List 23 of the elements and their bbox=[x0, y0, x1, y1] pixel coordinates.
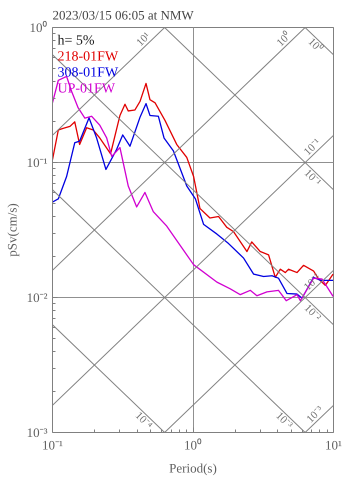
y-tick-label: 10⁻² bbox=[26, 290, 48, 305]
text: 10⁻⁴ bbox=[132, 410, 155, 432]
text: 10⁰ bbox=[274, 29, 294, 50]
x-tick-label: 10⁰ bbox=[184, 438, 202, 452]
text: 10⁻³ bbox=[273, 410, 296, 432]
y-tick-label: 10⁻³ bbox=[26, 425, 48, 440]
x-tick-label: 10¹ bbox=[325, 438, 342, 452]
text: 308-01FW bbox=[58, 66, 119, 80]
annotation: h= 5% bbox=[58, 34, 95, 48]
text: 10⁻³ bbox=[304, 403, 326, 426]
chart-title: 2023/03/15 06:05 at NMW bbox=[52, 8, 194, 22]
text: 10⁻¹ bbox=[302, 136, 324, 158]
y-tick-label: 10⁰ bbox=[30, 20, 48, 35]
text: 10⁻¹ bbox=[302, 167, 324, 189]
x-tick-label: 10⁻¹ bbox=[42, 438, 64, 452]
y-axis-title: pSv(cm/s) bbox=[4, 203, 20, 257]
text: 10¹ bbox=[134, 30, 153, 49]
text: 10⁻² bbox=[302, 271, 324, 293]
y-tick-label: 10⁻¹ bbox=[26, 155, 48, 170]
text: 10⁻² bbox=[302, 302, 324, 324]
text: 10⁰ bbox=[306, 35, 326, 55]
text: 218-01FW bbox=[58, 50, 119, 64]
x-axis-title: Period(s) bbox=[169, 460, 217, 476]
